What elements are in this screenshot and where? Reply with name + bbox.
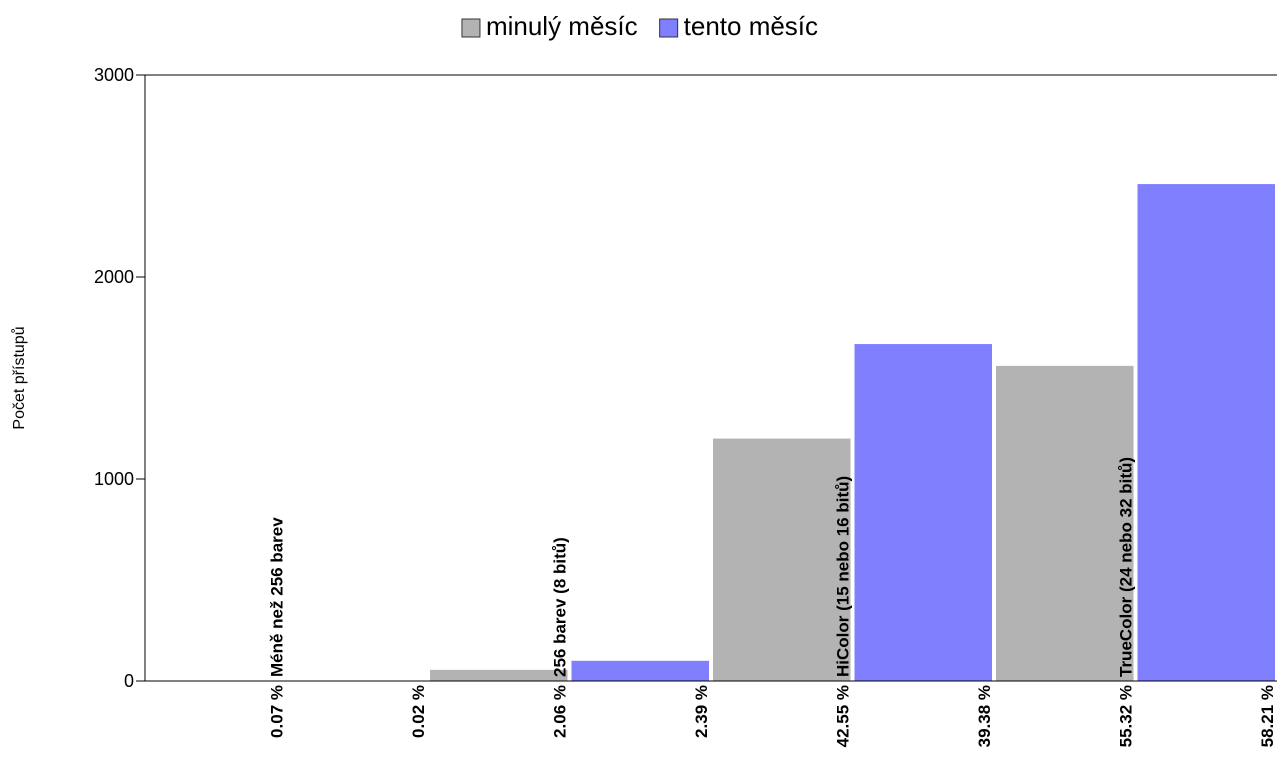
legend: minulý měsíc tento měsíc [461, 11, 818, 41]
y-tick-label: 0 [124, 671, 134, 691]
category-label: Méně než 256 barev [268, 517, 287, 677]
y-axis-label: Počet přístupů [10, 326, 28, 429]
percent-label: 0.07 % [268, 685, 287, 738]
category-label: 256 barev (8 bitů) [551, 537, 570, 677]
bar-labels: 0.07 % 0.02 % Méně než 256 barev 2.06 % 2.39… [268, 457, 1278, 747]
category-label: HiColor (15 nebo 16 bitů) [834, 476, 853, 677]
bar [1137, 184, 1275, 681]
y-axis: 0 1000 2000 3000 [94, 65, 1277, 691]
legend-swatch [461, 18, 481, 38]
y-tick-label: 3000 [94, 65, 134, 85]
percent-label: 2.06 % [551, 685, 570, 738]
percent-label: 0.02 % [409, 685, 428, 738]
percent-label: 42.55 % [834, 685, 853, 747]
legend-label: tento měsíc [684, 11, 818, 41]
bars [147, 184, 1275, 681]
bar [571, 660, 709, 681]
bar [430, 669, 568, 681]
y-tick-label: 2000 [94, 267, 134, 287]
y-tick-label: 1000 [94, 469, 134, 489]
percent-label: 2.39 % [692, 685, 711, 738]
bar [854, 344, 992, 681]
legend-swatch [659, 18, 679, 38]
percent-label: 58.21 % [1258, 685, 1277, 747]
percent-label: 39.38 % [975, 685, 994, 747]
bar [996, 365, 1134, 681]
category-label: TrueColor (24 nebo 32 bitů) [1117, 457, 1136, 677]
legend-label: minulý měsíc [486, 11, 638, 41]
bar [713, 438, 851, 681]
percent-label: 55.32 % [1117, 685, 1136, 747]
